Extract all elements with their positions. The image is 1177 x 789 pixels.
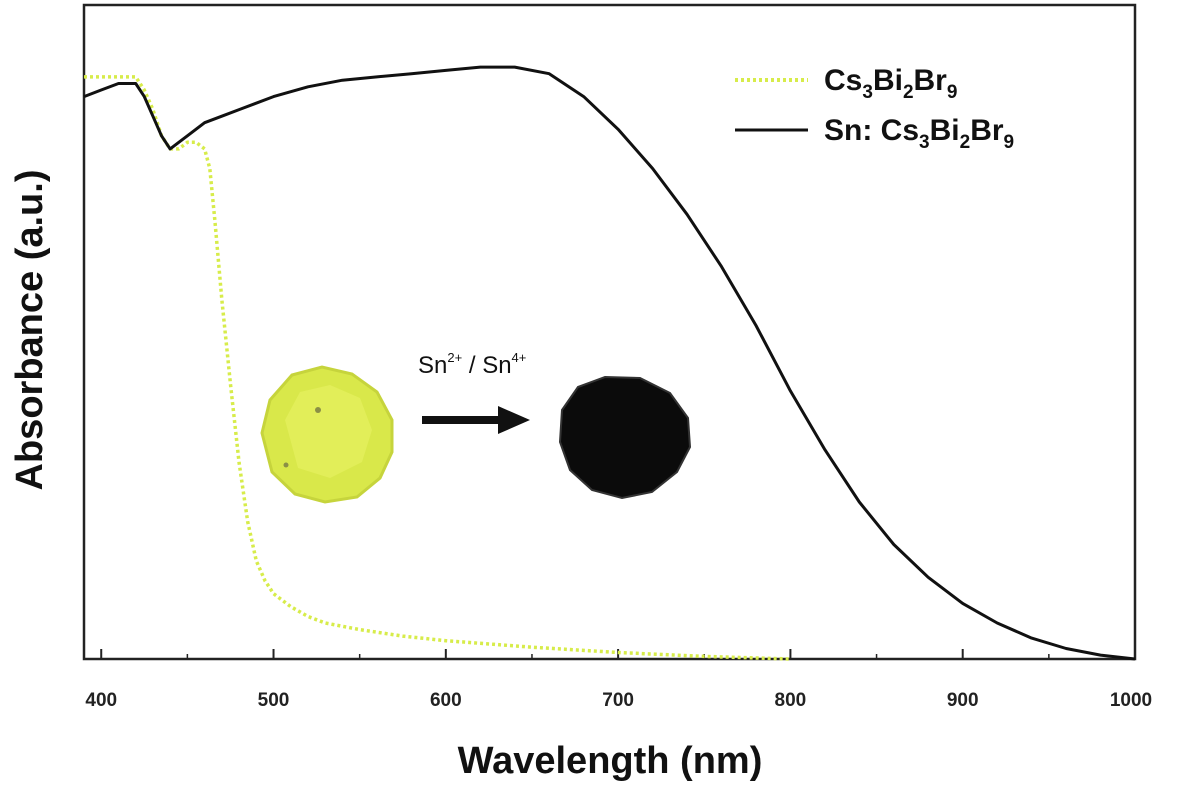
y-axis-title: Absorbance (a.u.) (9, 170, 51, 491)
annotation-label: Sn2+ / Sn4+ (418, 350, 526, 379)
x-tick-label: 800 (775, 690, 807, 711)
x-tick-label: 1000 (1110, 690, 1152, 711)
x-tick-label: 500 (258, 690, 290, 711)
x-tick-label: 900 (947, 690, 979, 711)
x-axis-ticks: 400 500 600 700 800 900 1000 (85, 649, 1152, 711)
yellow-powder-photo (260, 365, 394, 504)
x-tick-label: 600 (430, 690, 462, 711)
series-line-sn-cs3bi2br9 (83, 65, 1136, 661)
arrow-icon (422, 406, 530, 434)
black-powder-photo (558, 375, 692, 500)
series-line-cs3bi2br9 (84, 75, 791, 661)
x-axis-title: Wavelength (nm) (458, 740, 763, 782)
legend-label-cs3bi2br9: Cs3Bi2Br9 (824, 64, 957, 103)
x-tick-label: 400 (85, 690, 117, 711)
legend-label-sn-cs3bi2br9: Sn: Cs3Bi2Br9 (824, 114, 1014, 153)
series-group (83, 65, 1136, 661)
plot-frame (82, 3, 1137, 661)
legend: Cs3Bi2Br9 Sn: Cs3Bi2Br9 (735, 64, 1014, 153)
x-tick-label: 700 (602, 690, 634, 711)
